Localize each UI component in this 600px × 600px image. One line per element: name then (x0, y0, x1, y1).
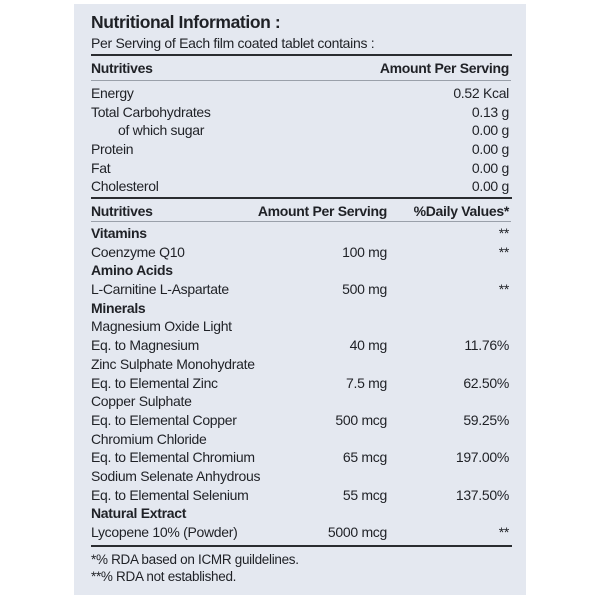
table-row: Eq. to Elemental Zinc 7.5 mg 62.50% (91, 374, 511, 393)
nutrient-name: Eq. to Elemental Selenium (91, 486, 249, 503)
table-row: Eq. to Magnesium 40 mg 11.76% (91, 336, 511, 355)
nutrient-amount: 500 mg (342, 281, 387, 298)
table-row: Chromium Chloride (91, 430, 511, 449)
nutrient-name: Zinc Sulphate Monohydrate (91, 355, 255, 372)
table-basic: Nutritives Amount Per Serving Energy 0.52… (91, 58, 511, 196)
nutrient-name: Lycopene 10% (Powder) (91, 524, 238, 540)
header-nutritives: Nutritives (91, 203, 153, 219)
nutrient-daily-value: 59.25% (463, 411, 509, 428)
nutrient-amount: 0.00 g (471, 122, 509, 139)
nutrient-amount: 100 mg (342, 243, 387, 260)
section-heading: Natural Extract (91, 504, 511, 523)
section-heading: Minerals (91, 299, 511, 318)
table-row: Coenzyme Q10 100 mg ** (91, 243, 511, 262)
table-row: Eq. to Elemental Copper 500 mcg 59.25% (91, 411, 511, 430)
nutrient-daily-value: 11.76% (464, 337, 509, 354)
divider (91, 221, 511, 222)
nutrient-name: Coenzyme Q10 (91, 243, 185, 260)
table-row: Eq. to Elemental Chromium 65 mcg 197.00% (91, 448, 511, 467)
table-row: Cholesterol 0.00 g (91, 177, 511, 196)
header-amount: Amount Per Serving (379, 60, 509, 76)
nutrient-amount: 5000 mcg (327, 524, 387, 540)
nutrient-name: Eq. to Elemental Zinc (91, 374, 218, 391)
nutrient-amount: 65 mcg (342, 449, 387, 466)
header-amount: Amount Per Serving (257, 203, 387, 219)
nutrient-name: Natural Extract (91, 505, 187, 522)
nutrient-name: Eq. to Elemental Copper (91, 411, 237, 428)
table-row: Sodium Selenate Anhydrous (91, 467, 511, 486)
nutrient-daily-value: ** (498, 243, 510, 260)
nutrient-daily-value: ** (498, 524, 510, 540)
nutrient-name: Amino Acids (91, 262, 173, 279)
nutrient-daily-value: ** (498, 281, 510, 298)
table-row: Energy 0.52 Kcal (91, 84, 511, 103)
table-row: L-Carnitine L-Aspartate 500 mg ** (91, 280, 511, 299)
table-header: Nutritives Amount Per Serving (91, 58, 511, 80)
nutrient-name: Fat (91, 159, 111, 176)
nutrient-name: Vitamins (91, 225, 147, 241)
section-heading: Amino Acids (91, 261, 511, 280)
section-heading: Vitamins ** (91, 224, 511, 243)
nutrient-amount: 7.5 mg (346, 374, 387, 391)
table-row: Copper Sulphate (91, 392, 511, 411)
table-header: Nutritives Amount Per Serving %Daily Val… (91, 201, 511, 221)
nutrient-amount: 0.00 g (471, 159, 509, 176)
nutrient-name: Minerals (91, 299, 146, 316)
nutrient-name: L-Carnitine L-Aspartate (91, 281, 229, 298)
table-row: Total Carbohydrates 0.13 g (91, 103, 511, 122)
footnote: **% RDA not established. (91, 569, 237, 584)
table-row: Magnesium Oxide Light (91, 317, 511, 336)
divider (91, 54, 512, 56)
table-row: Lycopene 10% (Powder) 5000 mcg ** (91, 523, 511, 542)
table-row: of which sugar 0.00 g (91, 121, 511, 140)
nutrient-daily-value: ** (498, 225, 510, 241)
nutrient-daily-value: 137.50% (455, 486, 509, 503)
nutrient-name: Cholesterol (91, 178, 159, 195)
nutrient-amount: 55 mcg (342, 486, 387, 503)
nutrient-name: Eq. to Elemental Chromium (91, 449, 255, 466)
nutrient-daily-value: 197.00% (455, 449, 509, 466)
footnote: *% RDA based on ICMR guildelines. (91, 552, 299, 567)
nutrient-amount: 0.00 g (471, 141, 509, 158)
table-detailed: Nutritives Amount Per Serving %Daily Val… (91, 201, 511, 542)
table-row: Eq. to Elemental Selenium 55 mcg 137.50% (91, 486, 511, 505)
table-row: Fat 0.00 g (91, 159, 511, 178)
nutrient-name: Total Carbohydrates (91, 103, 211, 120)
label-title: Nutritional Information : (91, 12, 281, 32)
table-body: Vitamins ** Coenzyme Q10 100 mg ** Amino Acid… (91, 224, 511, 542)
nutrient-name: of which sugar (118, 122, 205, 139)
nutrient-daily-value: 62.50% (463, 374, 509, 391)
nutrient-name: Protein (91, 141, 134, 158)
nutrient-amount: 0.00 g (471, 178, 509, 195)
nutrition-label: Nutritional Information : Per Serving of… (74, 4, 526, 595)
nutrient-name: Energy (91, 85, 134, 101)
nutrient-name: Eq. to Magnesium (91, 337, 200, 354)
nutrient-amount: 500 mcg (335, 411, 387, 428)
divider (91, 80, 511, 81)
nutrient-name: Chromium Chloride (91, 430, 207, 447)
nutrient-amount: 0.13 g (471, 103, 509, 120)
nutrient-amount: 40 mg (349, 337, 388, 354)
header-daily-values: %Daily Values* (413, 203, 510, 219)
nutrient-amount: 0.52 Kcal (453, 85, 509, 101)
label-subtitle: Per Serving of Each film coated tablet c… (91, 35, 375, 51)
table-row: Protein 0.00 g (91, 140, 511, 159)
nutrient-name: Sodium Selenate Anhydrous (91, 467, 261, 484)
nutrient-name: Magnesium Oxide Light (91, 318, 232, 335)
table-body: Energy 0.52 Kcal Total Carbohydrates 0.13 g… (91, 84, 511, 196)
divider (91, 545, 512, 547)
divider (91, 197, 512, 199)
header-nutritives: Nutritives (91, 60, 153, 76)
table-row: Zinc Sulphate Monohydrate (91, 355, 511, 374)
nutrient-name: Copper Sulphate (91, 393, 192, 410)
